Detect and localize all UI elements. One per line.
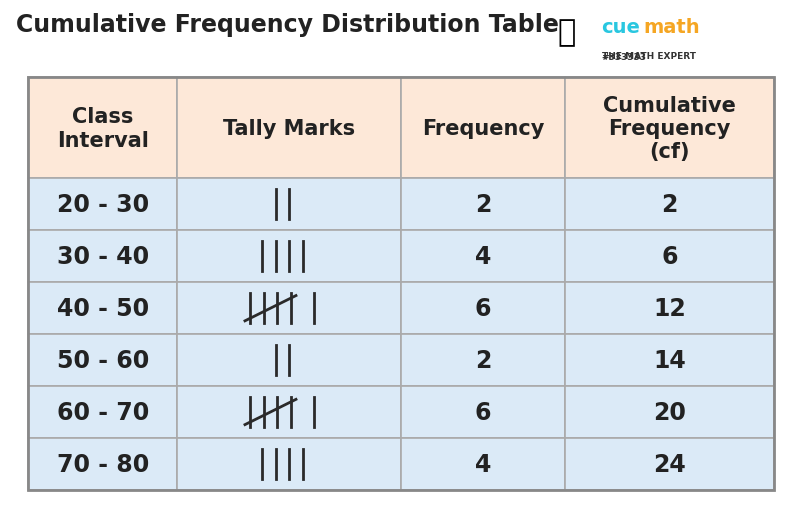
FancyBboxPatch shape xyxy=(28,334,177,386)
Text: 70 - 80: 70 - 80 xyxy=(56,452,149,476)
Text: 30 - 40: 30 - 40 xyxy=(57,245,148,269)
FancyBboxPatch shape xyxy=(177,283,401,334)
FancyBboxPatch shape xyxy=(28,386,177,438)
Text: 2: 2 xyxy=(475,348,492,372)
Text: 24: 24 xyxy=(653,452,686,476)
Text: Cumulative
Frequency
(cf): Cumulative Frequency (cf) xyxy=(603,95,736,162)
FancyBboxPatch shape xyxy=(28,283,177,334)
FancyBboxPatch shape xyxy=(565,78,774,179)
FancyBboxPatch shape xyxy=(28,78,177,179)
Text: 🚀: 🚀 xyxy=(557,18,576,46)
FancyBboxPatch shape xyxy=(565,231,774,283)
FancyBboxPatch shape xyxy=(177,334,401,386)
Text: Class
Interval: Class Interval xyxy=(57,107,148,150)
FancyBboxPatch shape xyxy=(401,438,565,490)
Text: 2: 2 xyxy=(475,193,492,217)
Text: 6: 6 xyxy=(475,296,492,321)
FancyBboxPatch shape xyxy=(28,438,177,490)
Text: #333333: #333333 xyxy=(602,53,646,62)
Text: Tally Marks: Tally Marks xyxy=(223,119,355,139)
Text: 6: 6 xyxy=(662,245,678,269)
FancyBboxPatch shape xyxy=(401,334,565,386)
Text: math: math xyxy=(643,18,700,37)
FancyBboxPatch shape xyxy=(565,386,774,438)
FancyBboxPatch shape xyxy=(177,179,401,231)
FancyBboxPatch shape xyxy=(401,231,565,283)
Text: Cumulative Frequency Distribution Table: Cumulative Frequency Distribution Table xyxy=(16,13,559,36)
FancyBboxPatch shape xyxy=(565,438,774,490)
Text: 60 - 70: 60 - 70 xyxy=(56,400,149,424)
FancyBboxPatch shape xyxy=(401,78,565,179)
Text: 12: 12 xyxy=(653,296,686,321)
Text: 2: 2 xyxy=(662,193,678,217)
Text: 20: 20 xyxy=(653,400,686,424)
FancyBboxPatch shape xyxy=(28,231,177,283)
Text: 4: 4 xyxy=(475,452,492,476)
FancyBboxPatch shape xyxy=(177,438,401,490)
Text: 40 - 50: 40 - 50 xyxy=(57,296,148,321)
FancyBboxPatch shape xyxy=(565,179,774,231)
FancyBboxPatch shape xyxy=(565,283,774,334)
Text: 50 - 60: 50 - 60 xyxy=(56,348,149,372)
FancyBboxPatch shape xyxy=(401,179,565,231)
Text: Frequency: Frequency xyxy=(422,119,545,139)
Text: cue: cue xyxy=(602,18,640,37)
Text: 14: 14 xyxy=(653,348,686,372)
FancyBboxPatch shape xyxy=(565,334,774,386)
Text: 20 - 30: 20 - 30 xyxy=(57,193,148,217)
Text: 6: 6 xyxy=(475,400,492,424)
FancyBboxPatch shape xyxy=(177,78,401,179)
FancyBboxPatch shape xyxy=(401,283,565,334)
FancyBboxPatch shape xyxy=(28,179,177,231)
FancyBboxPatch shape xyxy=(401,386,565,438)
Text: 4: 4 xyxy=(475,245,492,269)
FancyBboxPatch shape xyxy=(177,386,401,438)
Text: THE MATH EXPERT: THE MATH EXPERT xyxy=(602,52,695,61)
FancyBboxPatch shape xyxy=(177,231,401,283)
